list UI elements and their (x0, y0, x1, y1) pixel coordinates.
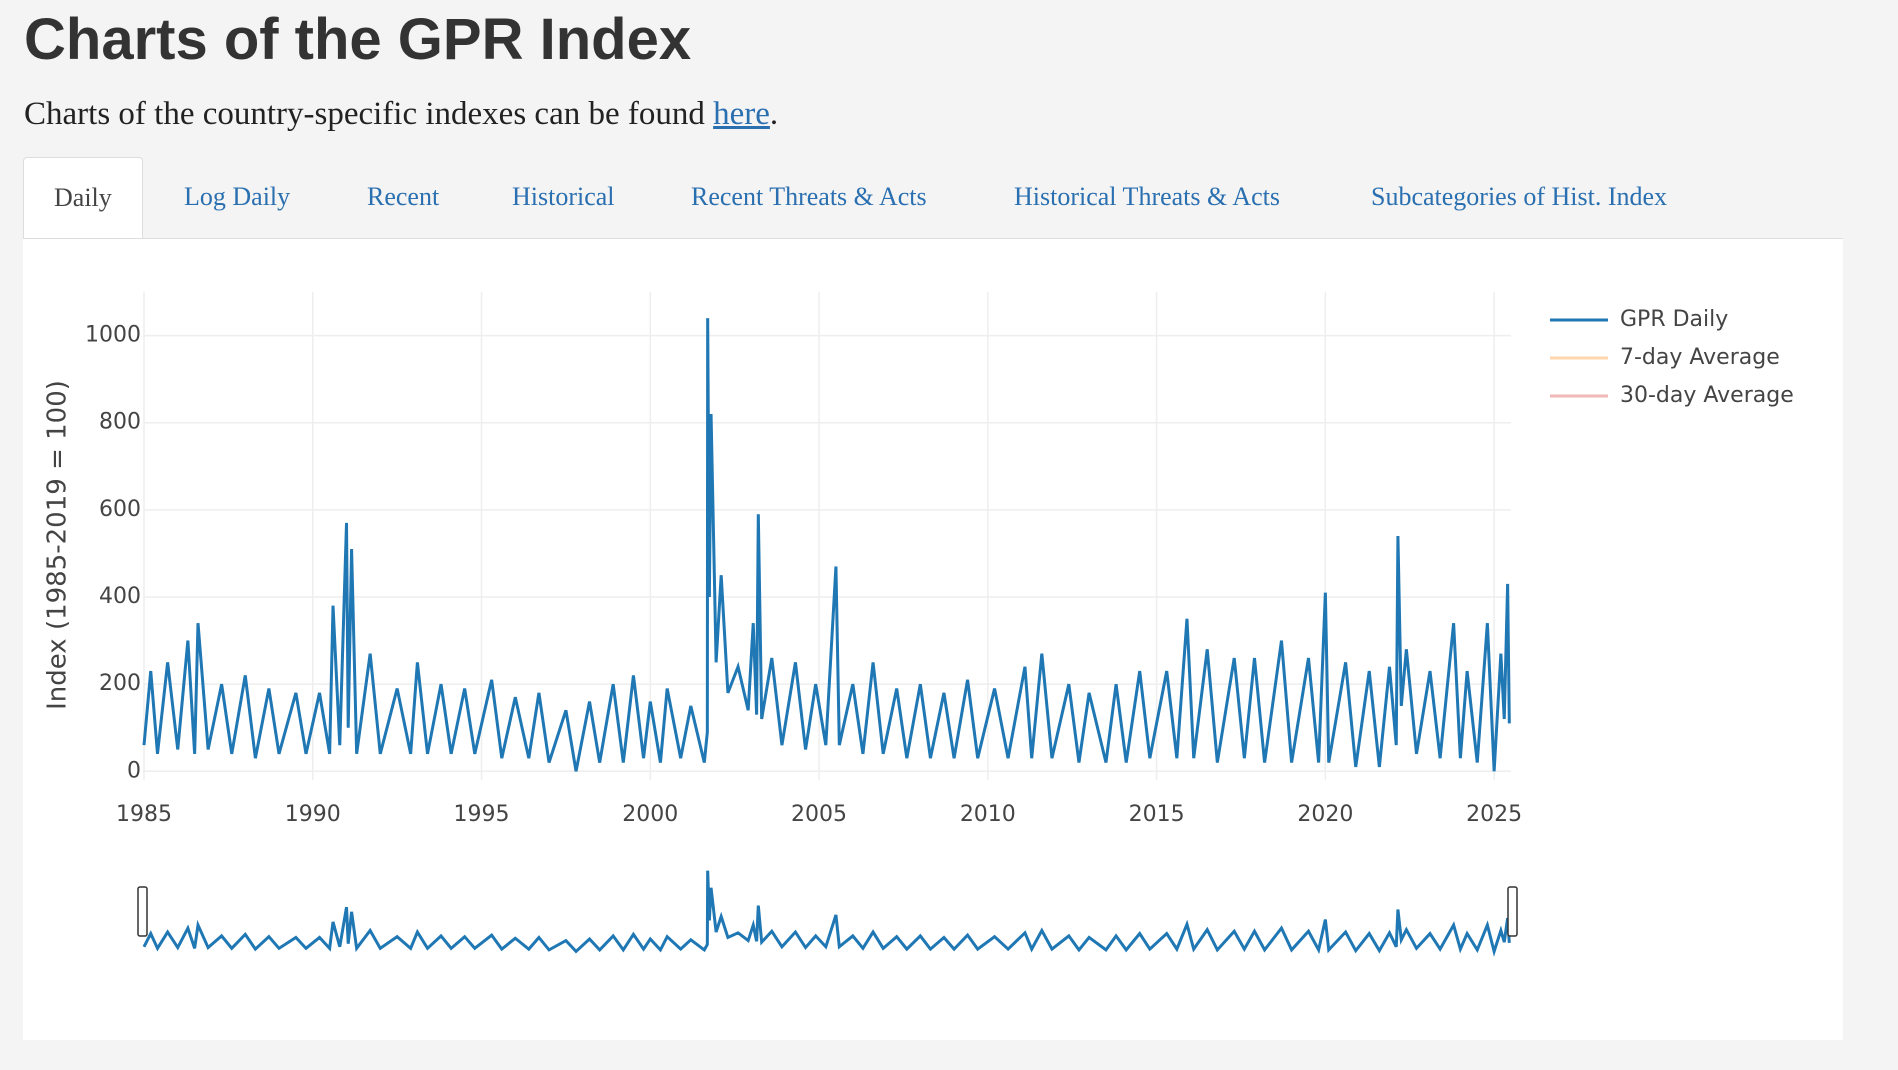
x-tick-label: 2020 (1297, 802, 1353, 827)
tab[interactable]: Historical (512, 182, 615, 211)
y-tick-label: 400 (99, 584, 141, 609)
x-tick-label: 1990 (285, 802, 341, 827)
tab[interactable]: Log Daily (184, 182, 291, 211)
range-handle (137, 886, 148, 937)
y-tick-label: 200 (99, 671, 141, 696)
line (142, 318, 1511, 772)
legend-label: GPR Daily (1620, 307, 1728, 332)
intro-text: Charts of the country-specific indexes c… (24, 96, 705, 132)
tab[interactable]: Recent Threats & Acts (691, 182, 927, 211)
tab[interactable]: Subcategories of Hist. Index (1371, 182, 1668, 211)
y-tick-label: 800 (99, 410, 141, 435)
punct: . (769, 96, 779, 132)
tab[interactable]: Daily (23, 157, 143, 238)
y-tick-label: 600 (99, 497, 141, 522)
page-title: Charts of the GPR Index (24, 7, 692, 72)
range-handle (1507, 886, 1518, 937)
y-tick-label: 0 (127, 758, 141, 783)
x-tick-label: 2015 (1129, 802, 1185, 827)
x-tick-label: 2005 (791, 802, 847, 827)
legend-label: 30-day Average (1620, 383, 1794, 408)
range-line (142, 870, 1511, 957)
link[interactable]: here (713, 96, 770, 132)
y-axis-title: Index (1985-2019 = 100) (43, 380, 73, 710)
panel (23, 238, 1843, 1040)
x-tick-label: 1995 (454, 802, 510, 827)
y-tick-label: 1000 (85, 323, 141, 348)
x-tick-label: 2000 (622, 802, 678, 827)
intro: Charts of the country-specific indexes c… (24, 96, 778, 133)
x-tick-label: 1985 (116, 802, 172, 827)
x-tick-label: 2025 (1466, 802, 1522, 827)
legend-label: 7-day Average (1620, 345, 1780, 370)
tab[interactable]: Recent (367, 182, 440, 211)
tab[interactable]: Historical Threats & Acts (1014, 182, 1280, 211)
x-tick-label: 2010 (960, 802, 1016, 827)
